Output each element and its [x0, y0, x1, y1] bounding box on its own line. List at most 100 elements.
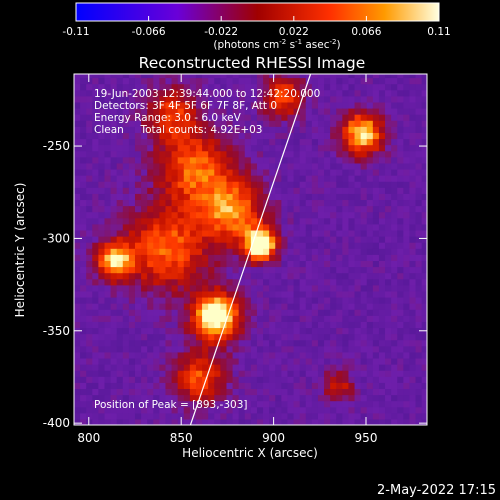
heatmap-cell — [299, 120, 307, 127]
heatmap-cell — [110, 187, 118, 194]
heatmap-cell — [354, 303, 362, 310]
heatmap-cell — [305, 181, 313, 188]
heatmap-cell — [214, 175, 221, 182]
heatmap-cell — [372, 144, 380, 152]
heatmap-cell — [256, 120, 264, 127]
heatmap-cell — [104, 114, 112, 121]
heatmap-cell — [232, 278, 240, 286]
heatmap-cell — [360, 394, 368, 402]
heatmap-cell — [421, 388, 427, 396]
heatmap-cell — [269, 406, 276, 414]
heatmap-cell — [275, 223, 282, 231]
heatmap-cell — [183, 370, 191, 377]
heatmap-cell — [305, 278, 313, 286]
heatmap-cell — [177, 370, 185, 377]
heatmap-cell — [214, 150, 221, 158]
heatmap-cell — [141, 132, 148, 140]
heatmap-cell — [195, 290, 203, 298]
heatmap-cell — [299, 95, 307, 103]
heatmap-cell — [195, 272, 203, 280]
heatmap-cell — [171, 284, 179, 292]
heatmap-cell — [372, 199, 380, 207]
heatmap-cell — [336, 260, 343, 268]
heatmap-cell — [397, 229, 404, 237]
heatmap-cell — [171, 394, 179, 402]
heatmap-cell — [385, 77, 392, 85]
heatmap-cell — [214, 223, 221, 231]
heatmap-cell — [92, 74, 99, 79]
heatmap-cell — [116, 406, 124, 414]
heatmap-cell — [336, 376, 343, 383]
heatmap-cell — [378, 382, 386, 390]
heatmap-cell — [92, 162, 99, 170]
heatmap-cell — [342, 74, 350, 79]
heatmap-cell — [317, 406, 325, 414]
heatmap-cell — [348, 175, 356, 182]
heatmap-cell — [336, 327, 343, 335]
heatmap-cell — [86, 376, 93, 383]
heatmap-cell — [385, 126, 392, 133]
heatmap-cell — [317, 272, 325, 280]
heatmap-cell — [324, 107, 331, 115]
heatmap-cell — [378, 351, 386, 359]
heatmap-cell — [202, 193, 209, 201]
heatmap-cell — [238, 406, 246, 414]
heatmap-cell — [153, 290, 160, 298]
heatmap-cell — [165, 211, 173, 219]
heatmap-cell — [226, 254, 234, 261]
heatmap-cell — [366, 254, 374, 261]
heatmap-cell — [324, 382, 331, 390]
heatmap-cell — [80, 223, 87, 231]
heatmap-cell — [317, 101, 325, 109]
heatmap-cell — [195, 303, 203, 310]
heatmap-cell — [421, 107, 427, 115]
heatmap-cell — [299, 74, 307, 79]
heatmap-cell — [287, 77, 295, 85]
heatmap-cell — [238, 205, 246, 213]
heatmap-cell — [214, 333, 221, 341]
heatmap-cell — [391, 357, 398, 365]
heatmap-cell — [360, 412, 368, 420]
heatmap-cell — [263, 296, 270, 304]
heatmap-cell — [311, 223, 319, 231]
heatmap-cell — [250, 376, 258, 383]
heatmap-cell — [311, 376, 319, 383]
heatmap-cell — [366, 260, 374, 268]
heatmap-cell — [263, 272, 270, 280]
heatmap-cell — [330, 138, 337, 146]
heatmap-cell — [311, 327, 319, 335]
heatmap-cell — [293, 205, 301, 213]
heatmap-cell — [153, 418, 160, 425]
heatmap-cell — [86, 303, 93, 310]
heatmap-cell — [263, 236, 270, 243]
heatmap-cell — [421, 339, 427, 347]
heatmap-cell — [348, 144, 356, 152]
heatmap-cell — [159, 388, 167, 396]
heatmap-cell — [372, 400, 380, 408]
heatmap-cell — [244, 83, 252, 91]
heatmap-cell — [128, 376, 136, 383]
heatmap-cell — [391, 120, 398, 127]
heatmap-cell — [342, 162, 350, 170]
heatmap-cell — [165, 370, 173, 377]
heatmap-cell — [134, 345, 142, 353]
heatmap-cell — [189, 364, 197, 371]
heatmap-cell — [311, 309, 319, 316]
heatmap-cell — [244, 156, 252, 164]
heatmap-cell — [110, 107, 118, 115]
heatmap-cell — [177, 388, 185, 396]
heatmap-cell — [220, 272, 228, 280]
heatmap-cell — [116, 309, 124, 316]
heatmap-cell — [220, 248, 228, 255]
heatmap-cell — [104, 156, 112, 164]
heatmap-cell — [104, 223, 112, 231]
heatmap-cell — [250, 199, 258, 207]
heatmap-cell — [415, 89, 423, 97]
heatmap-cell — [317, 126, 325, 133]
heatmap-cell — [226, 95, 234, 103]
heatmap-cell — [134, 181, 142, 188]
heatmap-cell — [165, 132, 173, 140]
heatmap-cell — [238, 321, 246, 329]
heatmap-cell — [116, 254, 124, 261]
heatmap-cell — [244, 272, 252, 280]
